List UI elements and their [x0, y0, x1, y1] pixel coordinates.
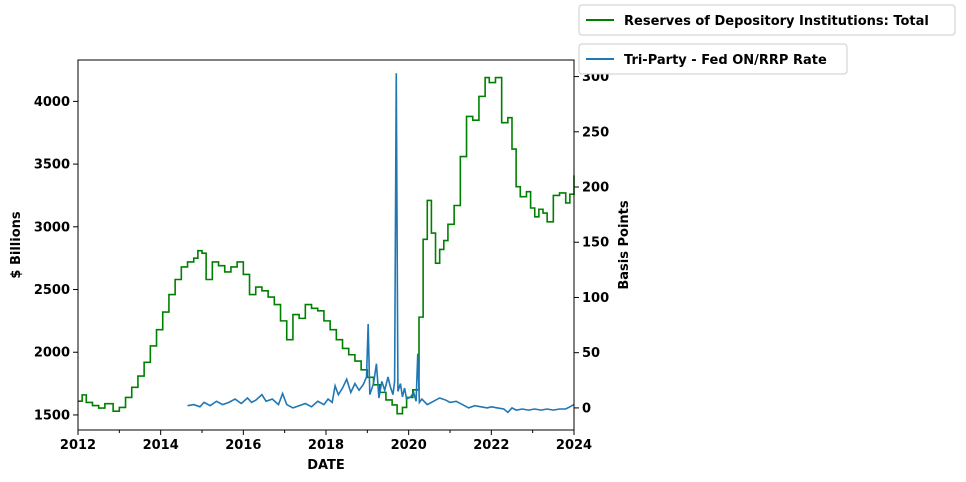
legend-box-1: [578, 4, 956, 36]
x-tick-label: 2016: [225, 438, 261, 453]
reserves-series: [78, 76, 575, 415]
y-right-tick-label: 50: [582, 346, 600, 361]
legend-box-2: [578, 43, 848, 75]
x-tick-label: 2022: [473, 438, 509, 453]
y-axis-right-label: Basis Points: [617, 200, 632, 290]
x-tick-label: 2012: [60, 438, 96, 453]
legend-label-reserves: Reserves of Depository Institutions: Tot…: [624, 14, 929, 29]
rrp-rate-line: [187, 73, 575, 414]
y-left-tick-label: 4000: [34, 95, 70, 110]
y-right-tick-label: 250: [582, 125, 609, 140]
y-right-tick-label: 150: [582, 236, 609, 251]
y-left-tick-label: 3000: [34, 220, 70, 235]
x-tick-label: 2014: [143, 438, 179, 453]
x-axis-label: DATE: [307, 458, 345, 473]
y-axis-left-label: $ Billions: [9, 211, 24, 278]
y-right-tick-label: 200: [582, 181, 609, 196]
axis-ticks: 2012 2014 2016 2018 2020 2022 2024150020002500…: [34, 70, 609, 453]
legend: Reserves of Depository Institutions: Tot…: [578, 4, 956, 75]
plot-frame: [77, 59, 575, 431]
reserves-line: [78, 76, 575, 415]
rrp-rate-series: [187, 73, 575, 414]
x-tick-label: 2024: [556, 438, 592, 453]
y-right-tick-label: 0: [582, 401, 591, 416]
x-tick-label: 2020: [391, 438, 427, 453]
y-left-tick-label: 1500: [34, 408, 70, 423]
legend-label-rrp: Tri-Party - Fed ON/RRP Rate: [624, 53, 827, 68]
y-right-tick-label: 100: [582, 291, 609, 306]
x-tick-label: 2018: [308, 438, 344, 453]
y-left-tick-label: 2500: [34, 283, 70, 298]
y-left-tick-label: 3500: [34, 158, 70, 173]
y-left-tick-label: 2000: [34, 346, 70, 361]
